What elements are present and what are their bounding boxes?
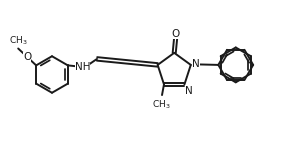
Text: CH$_3$: CH$_3$ [152, 99, 171, 111]
Text: N: N [192, 59, 200, 69]
Text: O: O [172, 29, 180, 39]
Text: O: O [23, 52, 31, 62]
Text: CH$_3$: CH$_3$ [9, 35, 28, 47]
Text: N: N [185, 86, 193, 96]
Text: NH: NH [75, 62, 90, 72]
